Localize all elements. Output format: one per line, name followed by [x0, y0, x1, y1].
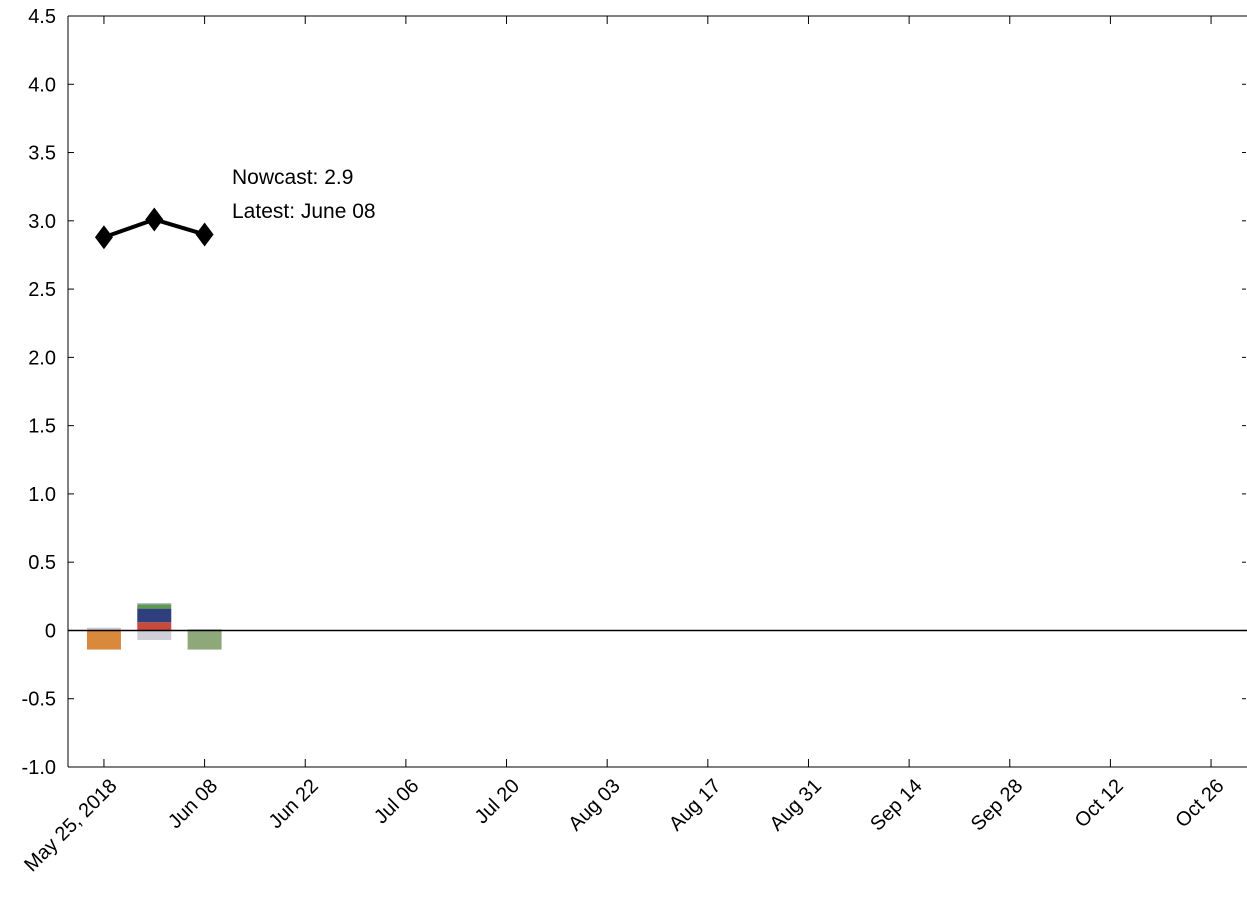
y-tick-label: 2.0: [28, 347, 56, 369]
bar-segment: [137, 604, 172, 609]
x-tick-label: Sep 28: [967, 775, 1027, 835]
bar-segment: [187, 630, 222, 650]
y-tick-label: 3.0: [28, 211, 56, 233]
x-tick-label: Aug 31: [766, 775, 826, 835]
x-tick-label: May 25, 2018: [20, 775, 121, 876]
nowcast-point: [94, 225, 113, 250]
y-tick-label: 3.5: [28, 143, 56, 165]
axes: [67, 15, 1247, 768]
bar-segment: [137, 630, 172, 641]
nowcast-point: [145, 207, 164, 232]
latest-annotation: Latest: June 08: [232, 200, 376, 223]
x-tick-label: Aug 17: [665, 775, 725, 835]
y-tick-label: -0.5: [22, 689, 56, 711]
x-tick-label: Jun 22: [265, 775, 323, 833]
y-tick-label: 1.0: [28, 484, 56, 506]
nowcast-annotation: Nowcast: 2.9: [232, 166, 353, 189]
bar-segment: [137, 603, 172, 605]
x-tick-label: Aug 03: [564, 775, 624, 835]
y-tick-label: -1.0: [22, 757, 56, 779]
tick-labels: -1.0 -0.5 0 0.5 1.0 1.5 2.0 2.5 3.0 3.5 4.0 4.5 May …: [20, 6, 1228, 876]
y-tick-label: 4.0: [28, 74, 56, 96]
x-tick-label: Sep 14: [866, 775, 926, 835]
contribution-bars: [86, 603, 222, 650]
bar-segment: [137, 622, 172, 631]
y-tick-label: 2.5: [28, 279, 56, 301]
bar-segment: [86, 630, 121, 650]
bar-segment: [86, 627, 121, 631]
x-tick-label: Oct 12: [1071, 775, 1128, 832]
y-tick-label: 1.5: [28, 416, 56, 438]
y-tick-label: 0.5: [28, 552, 56, 574]
y-tick-label: 4.5: [28, 6, 56, 28]
nowcast-line-group: [94, 207, 214, 250]
x-tick-label: Oct 26: [1171, 775, 1228, 832]
x-tick-label: Jun 08: [164, 775, 222, 833]
x-tick-label: Jul 06: [370, 775, 423, 828]
y-tick-label: 0: [45, 620, 56, 642]
x-tick-label: Jul 20: [471, 775, 524, 828]
bar-segment: [137, 608, 172, 623]
nowcast-point: [195, 222, 214, 247]
